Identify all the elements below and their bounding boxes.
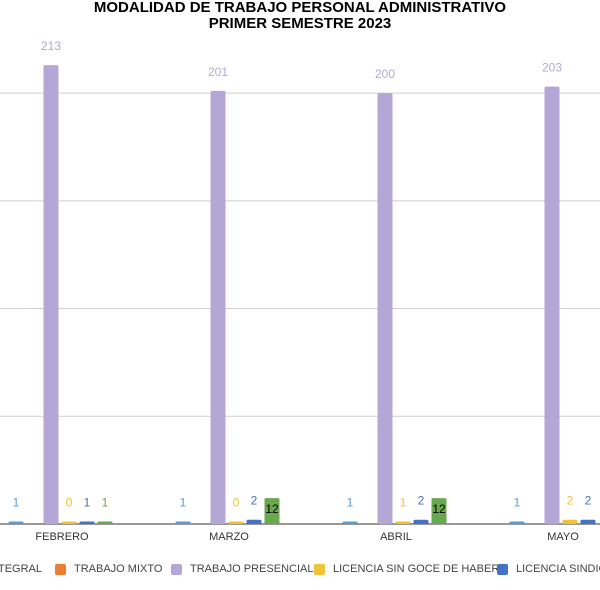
legend-swatch [171, 563, 182, 575]
bar-1-4 [246, 519, 262, 524]
data-label: 0 [66, 496, 73, 510]
bar-3-2 [544, 86, 560, 525]
bar-1-0 [175, 521, 191, 524]
data-label: 1 [102, 496, 109, 510]
bar-3-0 [509, 521, 525, 524]
data-label: 12 [432, 502, 446, 516]
bar-0-0 [8, 521, 24, 524]
bar-1-5 [264, 498, 280, 524]
data-label: 0 [233, 496, 240, 510]
bar-0-5 [97, 521, 113, 524]
legend-item-trabajo-mixto[interactable]: TRABAJO MIXTO [55, 563, 162, 575]
bar-0-4 [79, 521, 95, 524]
data-label: 200 [375, 67, 395, 81]
legend-item-licencia-sin-goce[interactable]: LICENCIA SIN GOCE DE HABER [314, 563, 499, 575]
legend-label: TEGRAL [0, 563, 43, 575]
chart-subtitle: PRIMER SEMESTRE 2023 [208, 15, 392, 32]
data-label: 1 [514, 496, 521, 510]
data-label: 201 [208, 65, 228, 79]
bar-0-2 [43, 65, 59, 524]
bar-0-3 [61, 521, 77, 524]
data-label: 2 [585, 494, 592, 508]
legend-item-trabajo-presencial[interactable]: TRABAJO PRESENCIAL [171, 563, 313, 575]
legend-swatch [314, 563, 325, 575]
data-label: 213 [41, 39, 61, 53]
data-label: 1 [84, 496, 91, 510]
bar-2-4 [413, 519, 429, 524]
bar-2-5 [431, 498, 447, 524]
data-label: 203 [542, 61, 562, 75]
legend-item-teletrabajo[interactable]: TEGRAL [0, 563, 42, 575]
legend-label: LICENCIA SIN GOCE DE HABER [333, 563, 500, 575]
legend-swatch [55, 563, 66, 575]
legend-label: TRABAJO MIXTO [74, 563, 163, 575]
legend-label: LICENCIA SINDICA [516, 563, 600, 575]
bar-2-3 [395, 521, 411, 524]
chart-title: MODALIDAD DE TRABAJO PERSONAL ADMINISTRA… [93, 0, 507, 16]
x-tick-label: ABRIL [380, 531, 412, 543]
legend-item-licencia-sindical[interactable]: LICENCIA SINDICA [497, 563, 600, 575]
x-tick-label: MARZO [209, 531, 249, 543]
bar-2-2 [377, 93, 393, 524]
x-tick-label: FEBRERO [35, 531, 89, 543]
data-label: 1 [347, 496, 354, 510]
bar-3-4 [580, 519, 596, 524]
data-label: 1 [13, 496, 20, 510]
data-label: 2 [567, 494, 574, 508]
legend: TEGRAL TRABAJO MIXTO TRABAJO PRESENCIAL … [0, 563, 600, 583]
chart-title-block: MODALIDAD DE TRABAJO PERSONAL ADMINISTRA… [0, 0, 600, 32]
data-label: 2 [418, 494, 425, 508]
data-label: 12 [265, 502, 279, 516]
bar-3-3 [562, 519, 578, 524]
legend-label: TRABAJO PRESENCIAL [190, 563, 314, 575]
legend-swatch [497, 563, 508, 575]
data-label: 2 [251, 494, 258, 508]
bar-2-0 [342, 521, 358, 524]
data-label: 1 [180, 496, 187, 510]
bar-1-3 [228, 521, 244, 524]
x-tick-label: MAYO [547, 531, 579, 543]
bar-1-2 [210, 90, 226, 524]
data-label: 1 [400, 496, 407, 510]
